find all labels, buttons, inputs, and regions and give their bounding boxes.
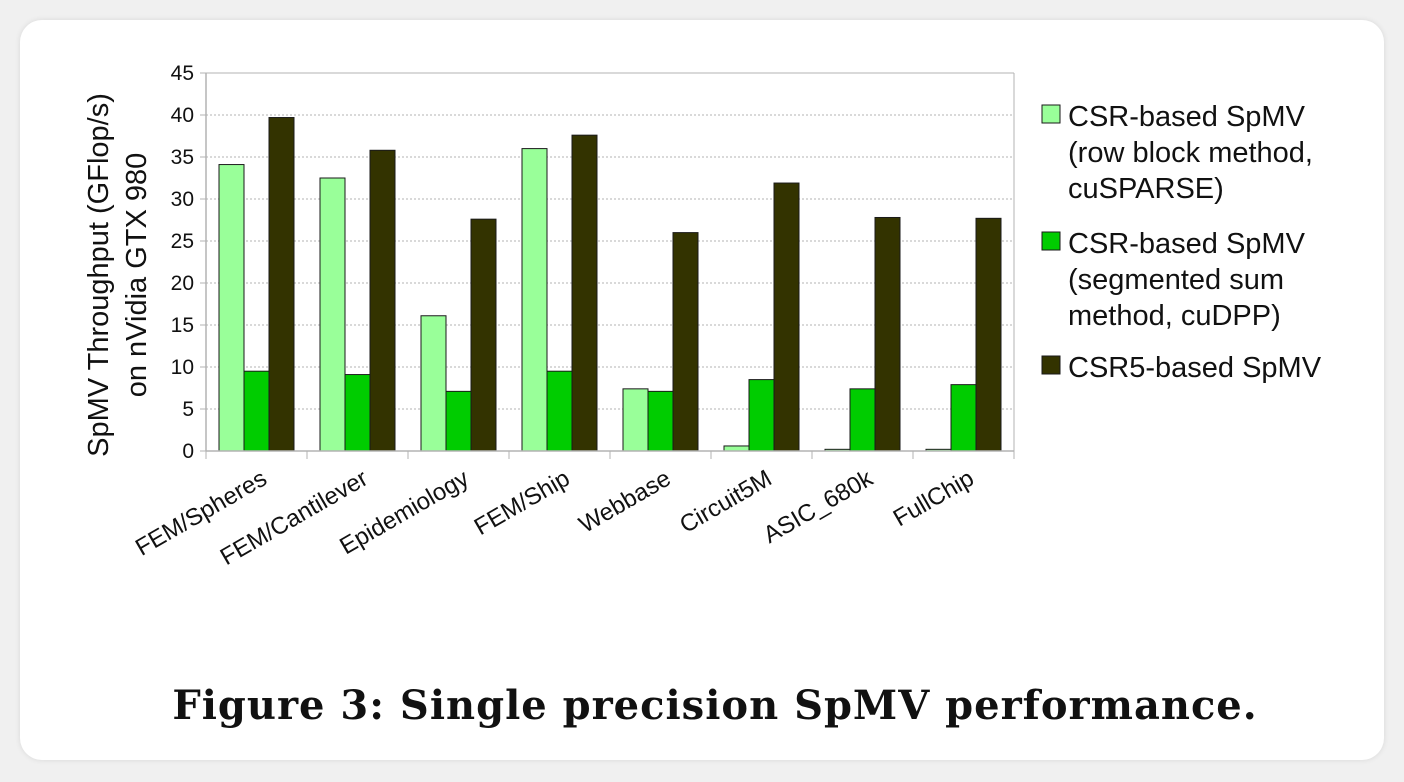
legend-label: method, cuDPP): [1068, 300, 1281, 332]
bar: [849, 388, 876, 452]
legend-swatch: [1041, 355, 1061, 375]
y-tick-label: 30: [171, 188, 194, 211]
bar: [622, 388, 649, 452]
x-tick-label: FullChip: [889, 465, 979, 532]
bar: [723, 445, 750, 452]
legend-swatch: [1041, 231, 1061, 251]
bar: [571, 134, 598, 452]
legend-swatch: [1041, 104, 1061, 124]
legend-label: (row block method,: [1068, 137, 1313, 169]
legend-label: CSR-based SpMV: [1068, 228, 1306, 260]
bars: [218, 117, 1002, 452]
y-tick-label: 40: [171, 104, 194, 127]
bar: [445, 390, 472, 452]
y-tick-labels: 0 5 10 15 20 25 30 35 40 45: [171, 62, 194, 463]
y-tick-label: 10: [171, 356, 194, 379]
bar: [773, 182, 800, 452]
x-tick-label: FEM/Ship: [470, 465, 575, 541]
bar: [470, 218, 497, 452]
bar: [369, 149, 396, 452]
y-tick-label: 5: [182, 398, 194, 421]
bar: [521, 148, 548, 452]
x-tick-labels: FEM/SpheresFEM/CantileverEpidemiologyFEM…: [131, 464, 979, 571]
x-tick-label: ASIC_680k: [759, 464, 879, 549]
y-tick-label: 25: [171, 230, 194, 253]
y-tick-label: 15: [171, 314, 194, 337]
bar: [420, 315, 447, 452]
axes: [200, 72, 1015, 459]
legend-label: CSR5-based SpMV: [1068, 352, 1322, 384]
legend-label: (segmented sum: [1068, 264, 1284, 296]
y-axis-label-line1: SpMV Throughput (GFlop/s): [83, 93, 115, 457]
y-tick-label: 35: [171, 146, 194, 169]
bar: [647, 390, 674, 452]
y-tick-label: 45: [171, 62, 194, 85]
y-tick-label: 0: [182, 440, 194, 463]
bar: [319, 177, 346, 452]
y-axis-label: SpMV Throughput (GFlop/s) on nVidia GTX …: [83, 93, 153, 457]
bar: [874, 216, 901, 452]
bar: [975, 217, 1002, 452]
bar: [546, 370, 573, 452]
bar: [344, 374, 371, 452]
legend-label: cuSPARSE): [1068, 173, 1224, 205]
y-tick-label: 20: [171, 272, 194, 295]
bar: [243, 370, 270, 452]
legend-label: CSR-based SpMV: [1068, 101, 1306, 133]
y-axis-label-line2: on nVidia GTX 980: [121, 153, 153, 398]
figure-caption: Figure 3: Single precision SpMV performa…: [172, 682, 1258, 729]
legend: CSR-based SpMV (row block method, cuSPARSE…: [1041, 101, 1322, 384]
bar: [218, 164, 245, 452]
bar: [672, 232, 699, 452]
bar: [268, 117, 295, 452]
bar: [950, 384, 977, 452]
bar: [748, 379, 775, 452]
x-tick-label: Webbase: [575, 465, 676, 539]
